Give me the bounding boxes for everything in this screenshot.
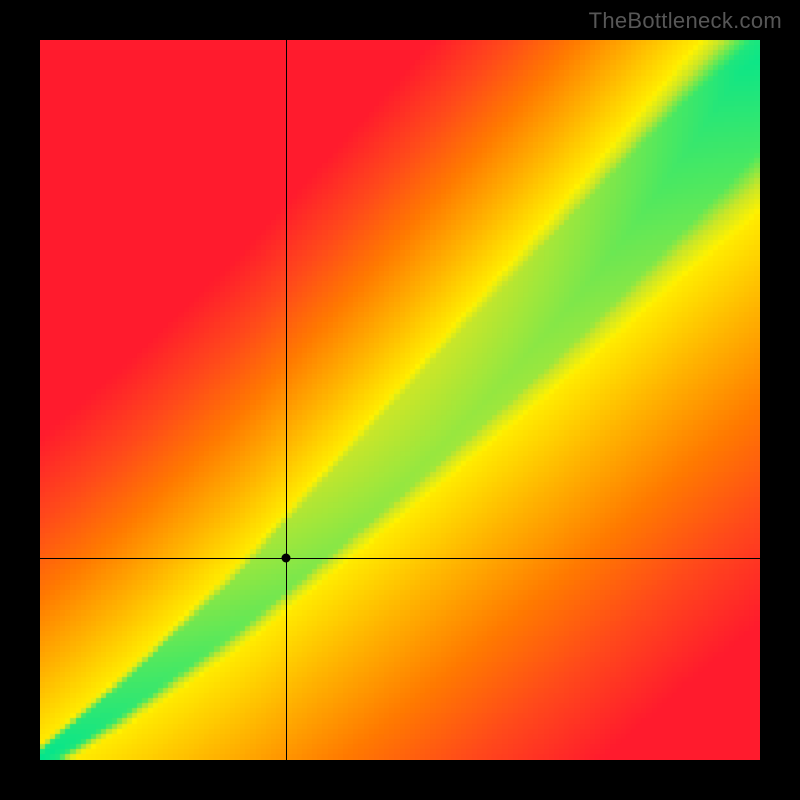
figure-container: TheBottleneck.com — [0, 0, 800, 800]
selection-marker — [281, 554, 290, 563]
plot-area — [40, 40, 760, 760]
watermark-text: TheBottleneck.com — [589, 8, 782, 34]
crosshair-horizontal — [40, 558, 760, 559]
crosshair-vertical — [286, 40, 287, 760]
heatmap-canvas — [40, 40, 760, 760]
